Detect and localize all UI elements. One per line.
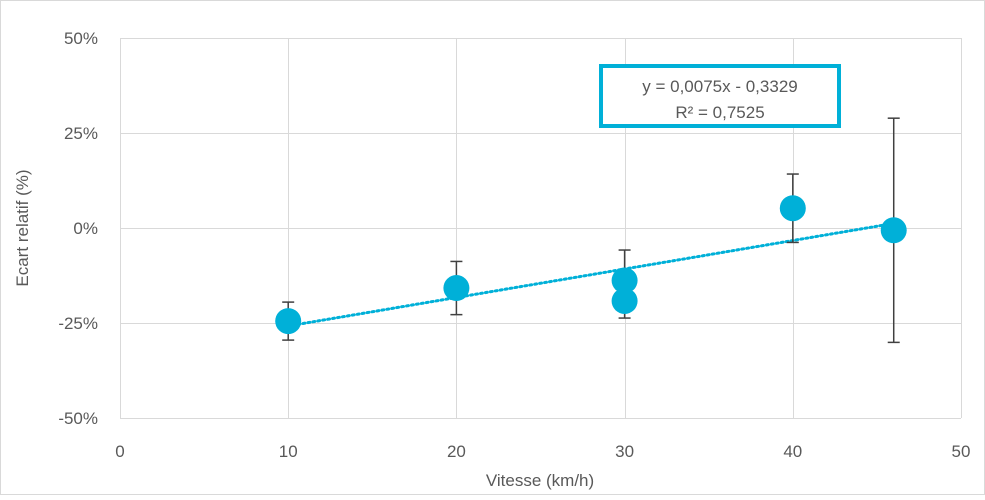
- axis-labels: 0 10 20 30 40 50 50% 25% 0% -25% -50%: [58, 29, 970, 461]
- x-axis-title: Vitesse (km/h): [486, 471, 594, 490]
- grid-lines: [120, 38, 962, 419]
- data-point: [880, 217, 907, 244]
- x-tick-label: 0: [115, 442, 124, 461]
- y-tick-label: -50%: [58, 409, 98, 428]
- equation-annotation: y = 0,0075x - 0,3329 R² = 0,7525: [599, 64, 841, 128]
- x-tick-label: 30: [615, 442, 634, 461]
- equation-text: y = 0,0075x - 0,3329: [642, 77, 797, 96]
- y-axis-title: Ecart relatif (%): [13, 169, 32, 286]
- x-tick-label: 20: [447, 442, 466, 461]
- x-tick-label: 50: [952, 442, 971, 461]
- data-markers: [275, 195, 907, 335]
- data-point: [779, 195, 806, 222]
- y-tick-label: -25%: [58, 314, 98, 333]
- y-tick-label: 0%: [73, 219, 98, 238]
- x-tick-label: 40: [783, 442, 802, 461]
- x-tick-label: 10: [279, 442, 298, 461]
- data-point: [611, 287, 638, 314]
- data-point: [443, 275, 470, 302]
- r-squared-text: R² = 0,7525: [675, 103, 764, 122]
- y-tick-label: 25%: [64, 124, 98, 143]
- data-point: [611, 267, 638, 294]
- equation-box: [599, 64, 841, 128]
- y-tick-label: 50%: [64, 29, 98, 48]
- data-point: [275, 308, 302, 335]
